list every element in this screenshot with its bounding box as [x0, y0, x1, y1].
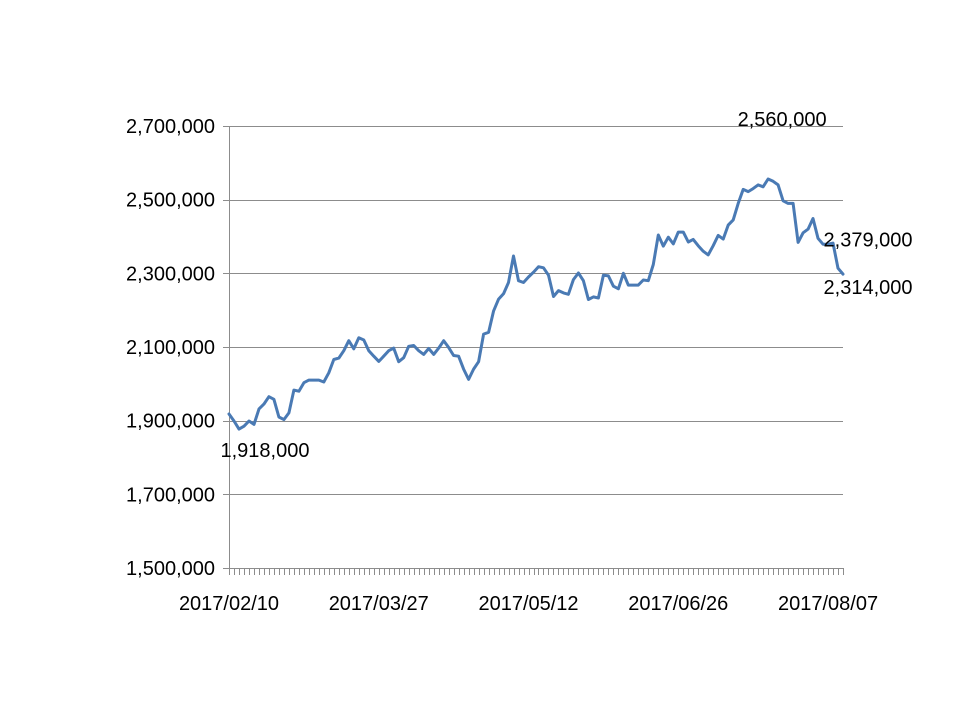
x-tick-label: 2017/05/12 — [478, 593, 578, 615]
y-tick-label: 2,500,000 — [126, 190, 215, 212]
data-label: 2,379,000 — [824, 229, 913, 251]
x-tick-label: 2017/02/10 — [179, 593, 279, 615]
y-tick-label: 1,700,000 — [126, 484, 215, 506]
gridlines — [223, 126, 843, 495]
data-labels: 1,918,000 2,560,000 2,379,000 2,314,000 — [221, 109, 913, 462]
y-tick-labels: 1,500,000 1,700,000 1,900,000 2,100,000 2,30… — [126, 116, 215, 580]
x-tick-label: 2017/03/27 — [329, 593, 429, 615]
data-label: 2,560,000 — [738, 109, 827, 131]
x-tick-label: 2017/06/26 — [628, 593, 728, 615]
x-tick-label: 2017/08/07 — [778, 593, 878, 615]
x-tick-labels: 2017/02/10 2017/03/27 2017/05/12 2017/06/26… — [179, 593, 878, 615]
y-tick-label: 1,900,000 — [126, 411, 215, 433]
y-tick-label: 2,300,000 — [126, 263, 215, 285]
axes — [223, 126, 844, 575]
data-label: 2,314,000 — [824, 277, 913, 299]
series-layer — [227, 177, 845, 431]
y-tick-label: 2,100,000 — [126, 337, 215, 359]
y-tick-label: 1,500,000 — [126, 558, 215, 580]
data-label: 1,918,000 — [221, 440, 310, 462]
y-tick-label: 2,700,000 — [126, 116, 215, 138]
series-line — [227, 177, 845, 431]
